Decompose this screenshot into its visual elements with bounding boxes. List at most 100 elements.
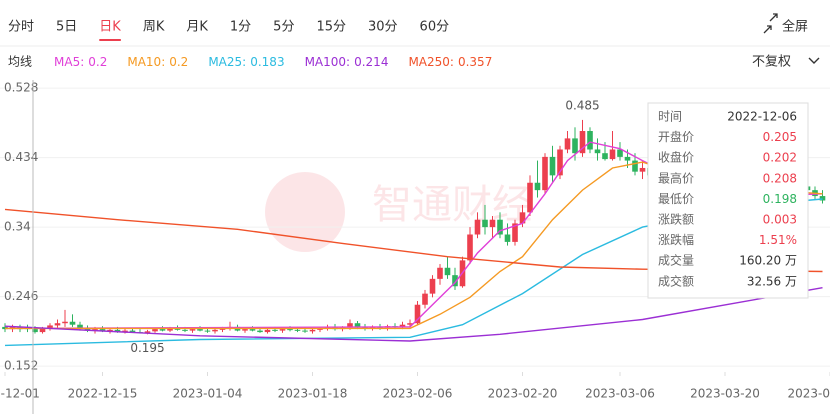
ma-legend: 均线 MA5: 0.2 MA10: 0.2 MA25: 0.183 MA100: 0.214 M… xyxy=(8,55,492,69)
tooltip-value: 32.56 万 xyxy=(747,274,797,288)
watermark-logo xyxy=(265,172,345,252)
tooltip-value: 160.20 万 xyxy=(739,254,797,268)
fullscreen-button[interactable]: 全屏 xyxy=(763,13,808,35)
candle-body xyxy=(639,167,646,172)
candle-body xyxy=(182,329,188,331)
tooltip-label: 涨跌幅 xyxy=(658,232,694,247)
candle-body xyxy=(474,219,481,235)
candle-body xyxy=(99,329,106,332)
x-tick-label: 2023-03-06 xyxy=(585,387,655,401)
ma-line xyxy=(4,141,823,330)
tab[interactable]: 周K xyxy=(143,20,165,35)
tab[interactable]: 日K xyxy=(99,20,121,35)
extreme-label: 0.195 xyxy=(130,341,164,355)
tooltip-label: 涨跌额 xyxy=(658,212,694,227)
x-tick-label: 2023-02-06 xyxy=(383,387,453,401)
candle-body xyxy=(587,131,593,150)
tab[interactable]: 5分 xyxy=(273,20,294,35)
ma-title: 均线 xyxy=(8,55,32,69)
candle-body xyxy=(452,275,458,287)
tooltip-label: 开盘价 xyxy=(658,129,694,144)
candle-body xyxy=(219,328,226,330)
x-tick-label: 2023-02-20 xyxy=(488,387,558,401)
tooltip-label: 最低价 xyxy=(658,192,694,206)
candle-body xyxy=(302,330,308,332)
x-tick-label: 2023-01-04 xyxy=(173,387,243,401)
candle-body xyxy=(482,219,488,228)
fullscreen-label: 全屏 xyxy=(782,19,808,35)
candle-body xyxy=(309,329,316,332)
candle-body xyxy=(512,223,518,242)
candle-body xyxy=(174,328,181,330)
adjust-select[interactable]: 不复权 xyxy=(752,54,820,70)
tooltip-value: 0.198 xyxy=(763,192,797,206)
candle-body xyxy=(617,149,623,157)
legend-entry: MA250: 0.357 xyxy=(408,55,492,69)
tab[interactable]: 1分 xyxy=(230,20,251,35)
tooltip-value: 0.202 xyxy=(763,151,797,165)
tooltip-label: 最高价 xyxy=(658,170,694,185)
tab[interactable]: 60分 xyxy=(420,20,450,35)
dropdown-arrow xyxy=(808,57,820,64)
candle-body xyxy=(54,323,61,326)
tab[interactable]: 月K xyxy=(186,20,208,35)
candle-body xyxy=(92,329,98,331)
x-tick-label: 2023-03-20 xyxy=(690,387,760,401)
candle-body xyxy=(594,149,601,154)
legend-part: MA5 xyxy=(54,55,80,69)
y-tick-label: 0.34 xyxy=(4,220,31,234)
candle-body xyxy=(347,323,353,328)
candle-body xyxy=(527,182,533,213)
tooltip-value: 1.51% xyxy=(759,233,797,247)
candle-body xyxy=(497,219,503,235)
toolbar: 分时 5日 日K 周K 月K 1分 5分 15分 30分 60分 xyxy=(8,20,450,41)
watermark: 智通财经 xyxy=(265,172,532,252)
legend-entry: MA10: 0.2 xyxy=(127,55,188,69)
candle-body xyxy=(167,328,173,331)
tab[interactable]: 30分 xyxy=(368,20,398,35)
y-tick-label: 0.152 xyxy=(4,359,38,373)
legend-part: : xyxy=(161,55,165,69)
candle-body xyxy=(197,329,203,331)
watermark-text: 智通财经 xyxy=(372,182,532,228)
active-underline xyxy=(99,39,121,41)
candle-body xyxy=(519,212,526,224)
candle-body xyxy=(609,149,616,160)
tab[interactable]: 5日 xyxy=(56,20,77,35)
x-tick-label: 2022-12-15 xyxy=(68,387,138,401)
candle-body xyxy=(249,329,256,331)
candle-body xyxy=(122,330,128,333)
x-tick-label: 2023-0 xyxy=(787,387,830,401)
candle-body xyxy=(204,330,211,332)
fullscreen-icon xyxy=(763,13,778,34)
legend-part: MA250 xyxy=(408,55,449,69)
legend-entry: MA100: 0.214 xyxy=(305,55,389,69)
candle-body xyxy=(504,234,511,242)
candle-body xyxy=(557,149,563,176)
tab[interactable]: 分时 xyxy=(8,20,34,35)
candle-body xyxy=(549,156,556,176)
candle-body xyxy=(107,329,113,332)
candle-body xyxy=(62,321,68,324)
extreme-label: 0.485 xyxy=(565,98,599,112)
candle-body xyxy=(467,234,473,261)
legend-part: MA100 xyxy=(305,55,346,69)
candle-body xyxy=(294,329,301,331)
candle-body xyxy=(429,278,436,294)
tooltip-label: 成交额 xyxy=(658,273,694,288)
candle-body xyxy=(189,329,196,331)
x-tick-label: 2022-12-01 xyxy=(0,387,40,401)
candle-body xyxy=(264,329,271,333)
candle-body xyxy=(32,329,38,333)
tooltip-box xyxy=(647,102,809,299)
tooltip-label: 成交量 xyxy=(658,253,694,268)
y-tick-label: 0.528 xyxy=(4,81,38,95)
candle-body xyxy=(444,267,451,276)
legend-part: MA25 xyxy=(208,55,242,69)
legend-part: 0.2 xyxy=(88,55,107,69)
candle-body xyxy=(489,219,496,228)
candle-body xyxy=(632,160,638,172)
candle-body xyxy=(564,138,571,150)
tab[interactable]: 15分 xyxy=(316,20,346,35)
